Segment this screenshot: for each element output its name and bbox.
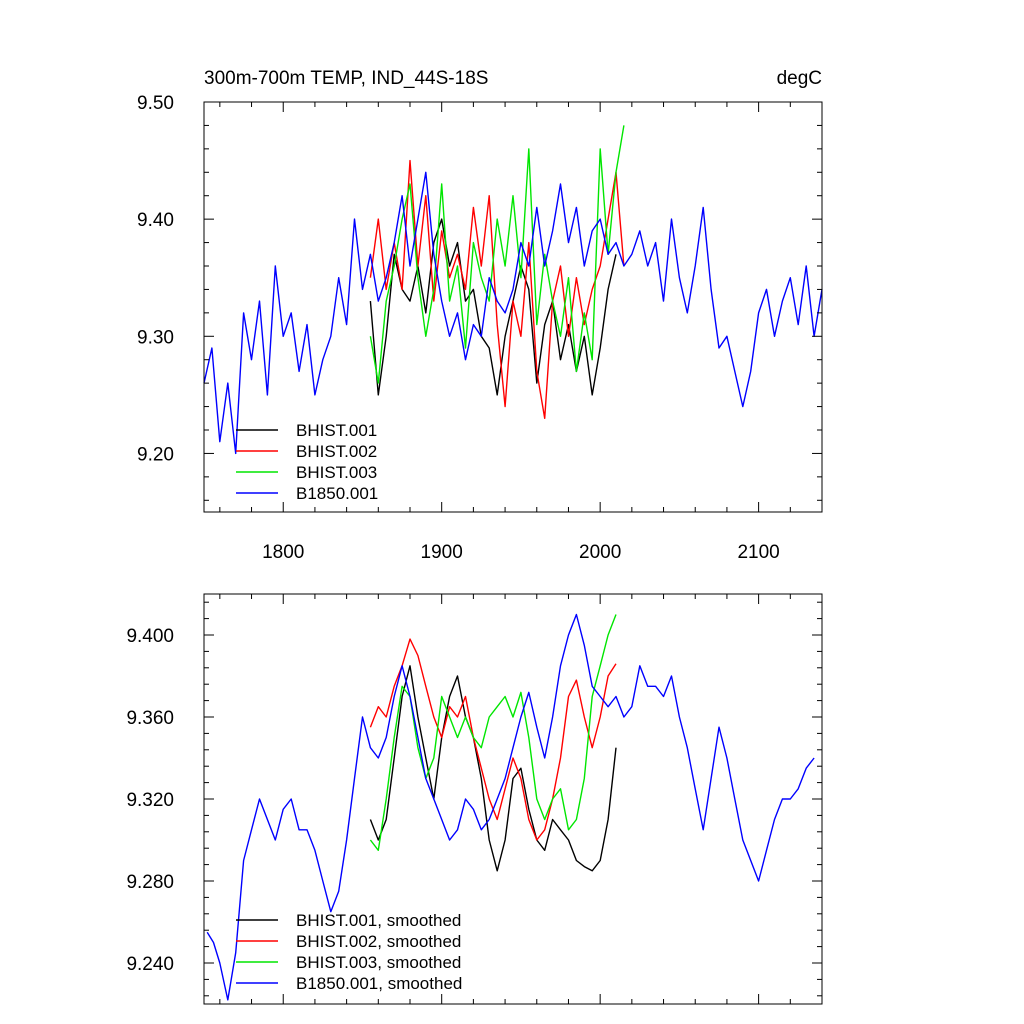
units-label: degC bbox=[777, 68, 822, 89]
chart-title: 300m-700m TEMP, IND_44S-18S bbox=[204, 68, 488, 89]
legend-label: BHIST.001, smoothed bbox=[296, 911, 461, 930]
y-tick-label: 9.50 bbox=[137, 93, 174, 114]
legend-label: B1850.001 bbox=[296, 484, 378, 503]
series-line-1 bbox=[369, 159, 625, 419]
legend-label: BHIST.002 bbox=[296, 442, 377, 461]
legend-label: BHIST.003 bbox=[296, 463, 377, 482]
series-line-3 bbox=[203, 171, 823, 455]
series-line-3 bbox=[206, 613, 815, 1001]
x-tick-label: 2000 bbox=[579, 542, 621, 563]
legend-label: BHIST.003, smoothed bbox=[296, 953, 461, 972]
bottom-panel: 9.240 9.280 9.320 9.360 9.400 BHIST.001, smoo… bbox=[126, 593, 823, 1005]
x-tick-label: 1900 bbox=[421, 542, 463, 563]
top-panel: 1800 1900 2000 2100 9.20 9.30 9.40 9.50 BHIST.00… bbox=[137, 93, 823, 563]
y-tick-label: 9.400 bbox=[126, 626, 174, 647]
y-tick-label: 9.320 bbox=[126, 790, 174, 811]
x-tick-label: 1800 bbox=[262, 542, 304, 563]
y-tick-label: 9.360 bbox=[126, 708, 174, 729]
x-tick-label: 2100 bbox=[737, 542, 779, 563]
y-tick-label: 9.240 bbox=[126, 954, 174, 975]
y-tick-label: 9.40 bbox=[137, 210, 174, 231]
legend-label: BHIST.002, smoothed bbox=[296, 932, 461, 951]
series-line-0 bbox=[369, 665, 617, 872]
y-tick-label: 9.280 bbox=[126, 872, 174, 893]
legend-label: BHIST.001 bbox=[296, 421, 377, 440]
plot-frame bbox=[203, 101, 823, 513]
y-tick-label: 9.30 bbox=[137, 327, 174, 348]
series-line-2 bbox=[369, 125, 625, 384]
y-tick-label: 9.20 bbox=[137, 444, 174, 465]
legend-label: B1850.001, smoothed bbox=[296, 974, 462, 993]
